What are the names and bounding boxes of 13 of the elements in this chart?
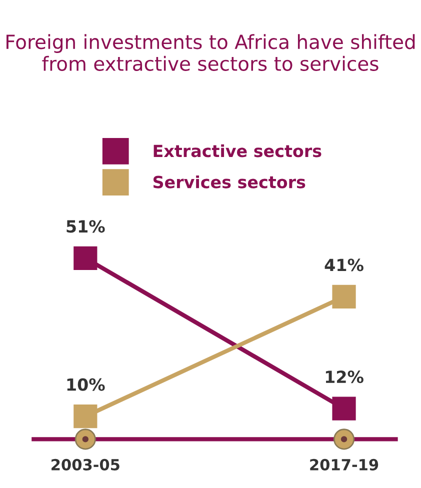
data-label: 41% — [324, 258, 364, 272]
point — [74, 246, 98, 270]
point — [74, 404, 98, 428]
data-label: 10% — [67, 378, 105, 391]
point — [332, 396, 356, 420]
legend-label: Services sectors — [153, 175, 306, 188]
chart-title: Foreign investments to Africa have shifted from extractive sectors to services — [6, 34, 415, 71]
x-tick-label: 2017-19 — [310, 458, 378, 470]
legend-label: Extractive sectors — [154, 144, 322, 158]
x-tick-label: 2003-05 — [52, 458, 120, 470]
point — [332, 284, 356, 309]
data-label: 51% — [66, 220, 105, 233]
data-label: 12% — [326, 370, 364, 384]
